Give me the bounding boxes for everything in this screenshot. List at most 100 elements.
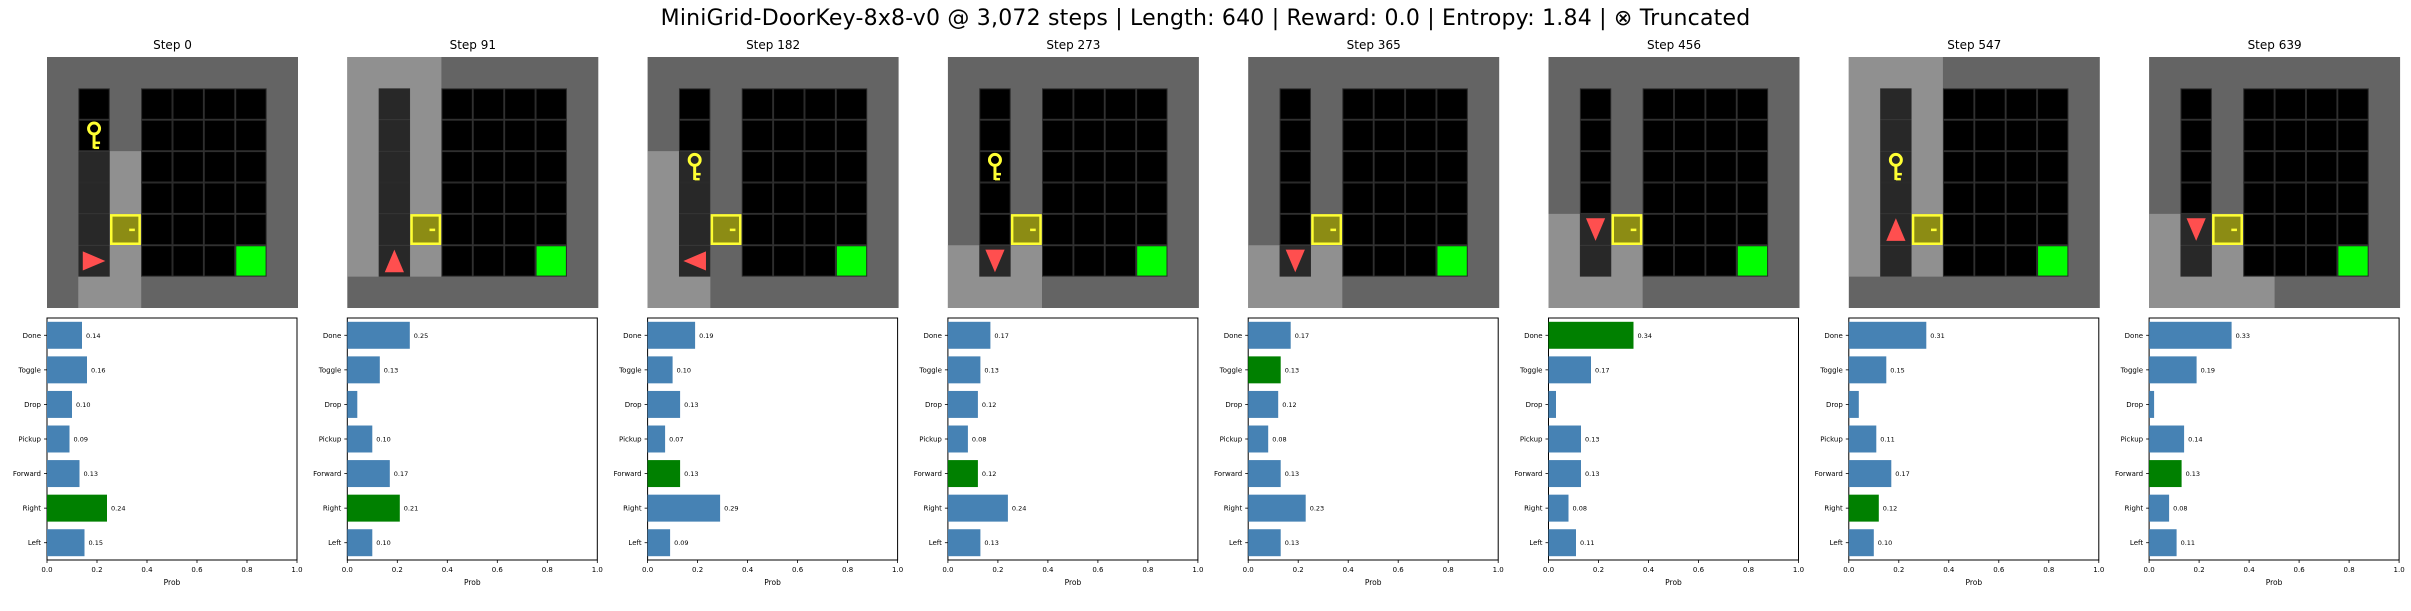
floor-cell [773,119,805,152]
floor-cell [472,245,505,277]
data-label: 0.24 [111,505,125,513]
floor-cell [835,182,868,214]
bar-drop [647,390,681,418]
floor-cell [504,245,536,277]
bar-forward [947,460,978,488]
floor-cell [441,151,473,183]
data-label: 0.13 [384,366,398,374]
floor-cell [2337,213,2369,246]
y-tick-label: Forward [1514,470,1542,478]
floor-cell [2337,119,2369,152]
floor-cell [1705,151,1737,183]
data-label: 0.12 [982,470,996,478]
bar-pickup [2149,425,2185,453]
floor-cell [141,119,173,152]
floor-cell [1705,182,1737,214]
floor-cell [2037,151,2069,183]
y-tick-label: Left [1529,539,1542,547]
locked-door-icon [110,214,141,245]
x-tick-label: 0.2 [392,566,403,574]
data-label: 0.13 [1285,539,1299,547]
floor-cell [1642,182,1674,214]
locked-door-icon [410,214,442,245]
bar-toggle [1848,356,1887,384]
locked-door-icon [2212,214,2243,245]
floor-cell [741,119,774,152]
floor-cell [441,245,473,277]
floor-cell [1705,88,1737,120]
floor-cell [2037,88,2069,120]
bar-drop [1848,390,1859,418]
floor-cell [2180,151,2212,183]
y-tick-label: Right [323,505,342,513]
door-handle [429,228,436,232]
floor-cell [678,182,711,214]
y-tick-label: Left [1229,539,1242,547]
agent-triangle-icon [1585,218,1606,241]
floor-cell [1674,182,1706,214]
floor-cell [472,213,505,246]
x-tick-label: 0.4 [1042,566,1054,574]
y-tick-label: Pickup [619,436,642,444]
floor-cell [2180,245,2212,277]
y-tick-label: Right [23,505,42,513]
bar-pickup [1848,425,1877,453]
floor-cell [2274,245,2306,277]
panel-label: Step 639 [2248,38,2302,52]
bar-pickup [947,425,968,453]
floor-cell [203,88,236,120]
floor-cell [1880,88,1912,120]
floor-cell [172,182,204,214]
floor-cell [1736,119,1769,152]
y-tick-label: Forward [2115,470,2143,478]
floor-cell [1073,182,1105,214]
floor-cell [1705,119,1737,152]
y-tick-label: Toggle [2120,366,2144,374]
floor-cell [1880,182,1912,214]
data-label: 0.12 [982,401,996,409]
bar-right [347,494,400,522]
x-tick-label: 0.0 [41,566,52,574]
y-tick-label: Left [1830,539,1843,547]
x-tick-label: 1.0 [291,566,302,574]
floor-cell [441,88,473,120]
data-label: 0.19 [2201,366,2215,374]
data-label: 0.13 [684,470,698,478]
floor-cell [472,182,505,214]
floor-cell [203,213,236,246]
y-tick-label: Drop [324,401,341,409]
y-tick-label: Pickup [1220,436,1243,444]
y-tick-label: Forward [613,470,641,478]
floor-cell [1042,151,1074,183]
floor-cell [78,213,110,246]
x-tick-label: 0.0 [2144,566,2155,574]
y-tick-label: Forward [914,470,942,478]
floor-cell [235,119,267,152]
data-label: 0.10 [1878,539,1892,547]
floor-cell [1104,151,1137,183]
data-label: 0.16 [91,366,105,374]
floor-cell [1705,245,1737,277]
floor-cell [2037,213,2069,246]
panel-step-1: Step 91 Done 0.25 Toggle 0.13 Drop Pickup 0.10 F… [313,38,603,587]
data-label: 0.11 [1580,539,1594,547]
floor-cell [378,119,411,152]
key-icon [687,152,702,181]
x-tick-label: 0.8 [542,566,553,574]
data-label: 0.13 [1285,470,1299,478]
bar-done [1548,321,1634,349]
y-tick-label: Toggle [17,366,41,374]
x-tick-label: 0.6 [792,566,804,574]
bar-done [47,321,82,349]
floor-cell [678,119,711,152]
data-label: 0.08 [2173,505,2187,513]
key-icon [987,152,1002,181]
action-prob-chart: Done 0.14 Toggle 0.16 Drop 0.10 Pickup 0.09 Forw… [13,317,303,587]
bar-done [1248,321,1291,349]
floor-cell [1436,213,1468,246]
locked-door-icon [710,214,742,245]
panel-label: Step 273 [1046,38,1100,52]
data-label: 0.17 [994,332,1008,340]
floor-cell [741,151,774,183]
x-axis-label: Prob [1365,578,1382,587]
